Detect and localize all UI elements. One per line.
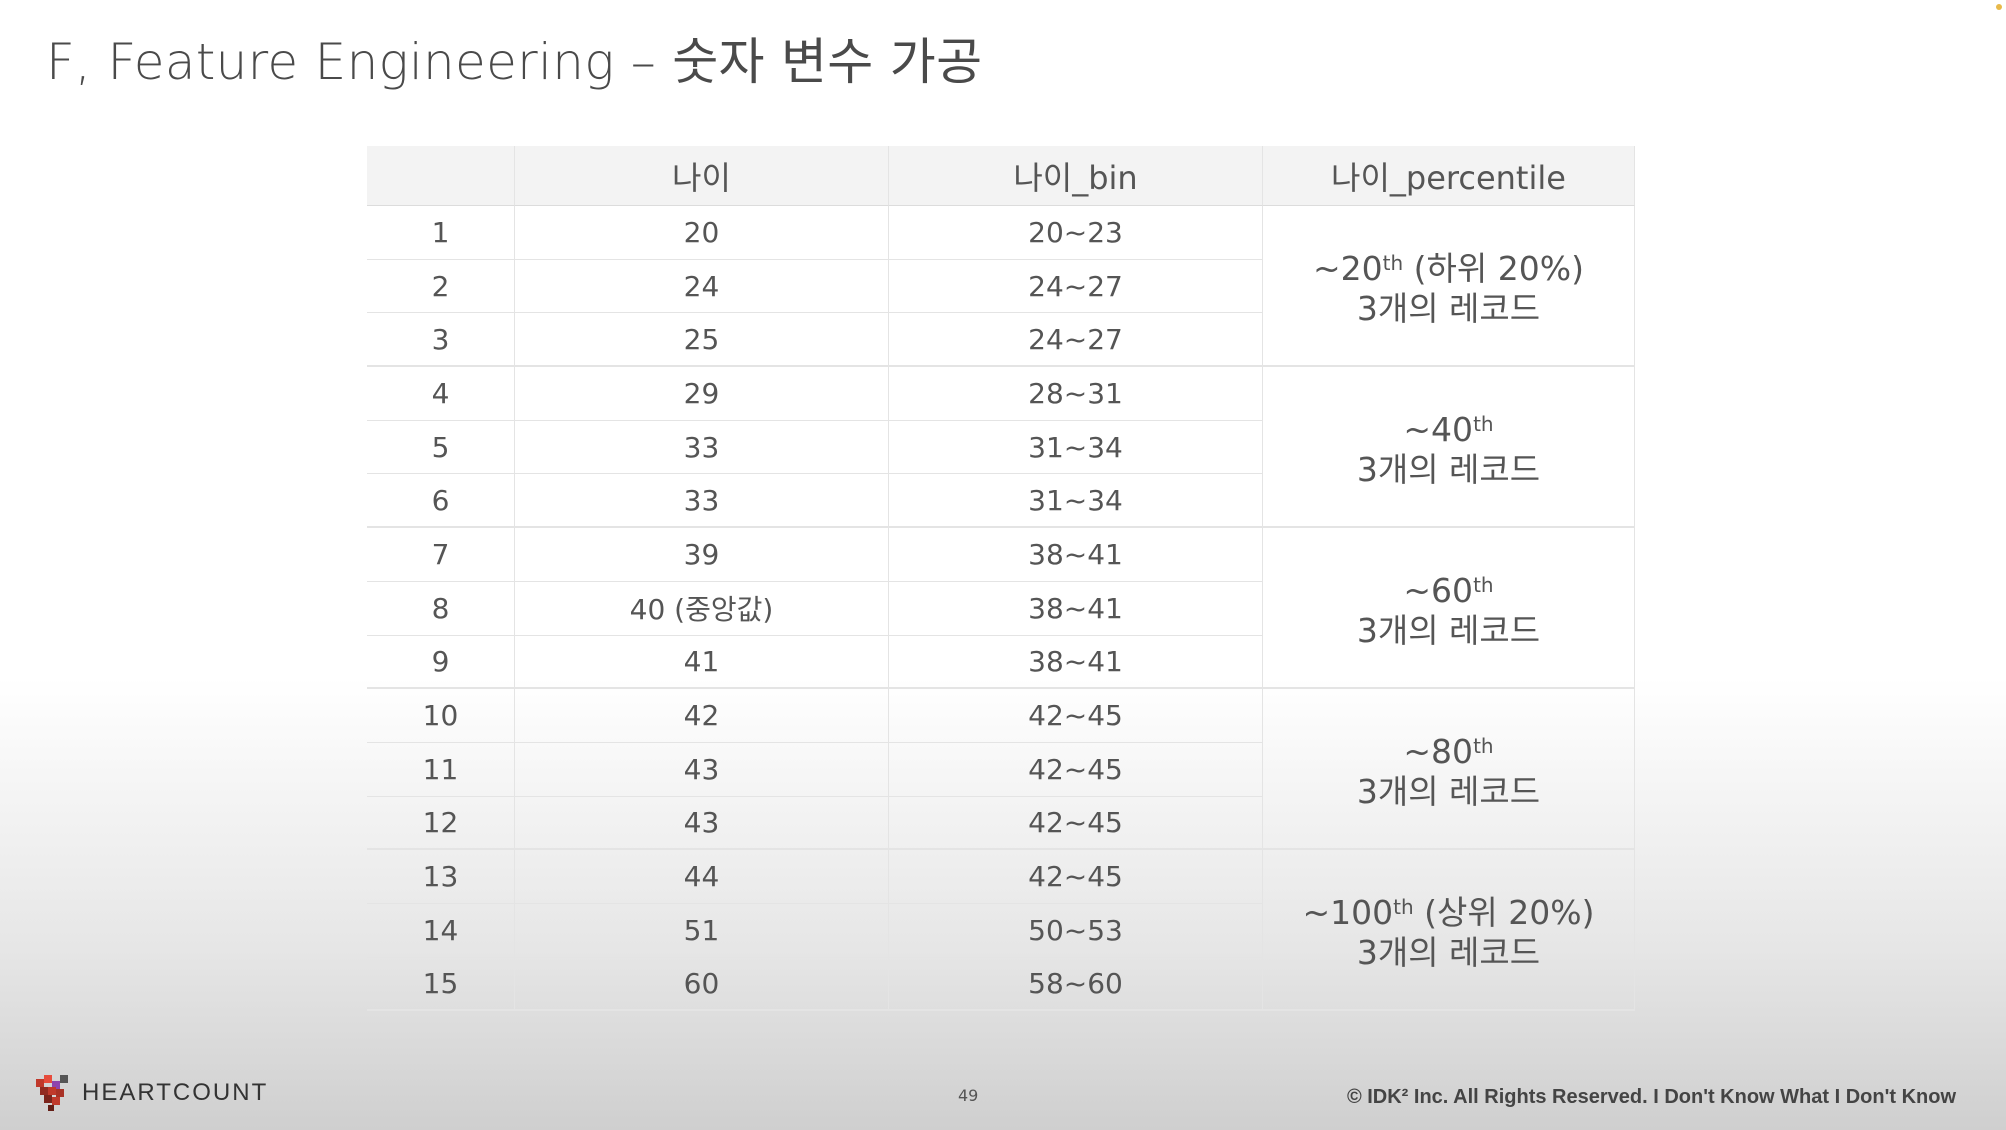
logo-text: HEARTCOUNT [82,1079,269,1106]
record-count: 3개의 레코드 [1356,771,1541,811]
percentile-group-cell: ~60th 3개의 레코드 [1263,528,1635,690]
table-cell-idx: 3 [367,313,515,368]
data-table: 나이 나이_bin 나이_percentile 1 20 20~23 2 24 24~27 3 25… [367,146,1635,1012]
table-cell-idx: 7 [367,528,515,582]
heartcount-logo-icon [36,1075,68,1111]
percentile-group-cell: ~40th 3개의 레코드 [1263,367,1635,529]
percentile-label: ~80th [1403,726,1493,772]
percentile-suffix: th [1473,572,1494,597]
table-cell-age: 33 [515,420,889,475]
record-count: 3개의 레코드 [1356,288,1541,328]
table-header-cell [367,146,515,206]
table-cell-bin: 58~60 [889,957,1263,1012]
table-cell-age: 60 [515,957,889,1012]
percentile-suffix: th [1382,250,1404,275]
percentile-note: (하위 20%) [1403,248,1584,288]
table-cell-age: 43 [515,742,889,797]
percentile-group-cell: ~20th (하위 20%) 3개의 레코드 [1263,206,1635,368]
percentile-value: ~60 [1403,570,1474,610]
table-header-cell: 나이 [515,146,889,206]
table-cell-bin: 42~45 [889,850,1263,904]
table-cell-age: 25 [515,313,889,368]
table-cell-idx: 15 [367,957,515,1012]
table-cell-age: 44 [515,850,889,904]
table-cell-bin: 42~45 [889,689,1263,743]
percentile-note: (상위 20%) [1413,892,1595,932]
table-cell-age: 33 [515,474,889,529]
table-cell-idx: 5 [367,420,515,475]
table-header-cell: 나이_percentile [1263,146,1635,206]
percentile-value: ~40 [1403,409,1474,449]
table-cell-idx: 4 [367,367,515,421]
table-cell-bin: 24~27 [889,313,1263,368]
table-cell-bin: 20~23 [889,206,1263,260]
table-cell-bin: 42~45 [889,796,1263,851]
table-cell-age: 43 [515,796,889,851]
percentile-group-cell: ~100th (상위 20%) 3개의 레코드 [1263,850,1635,1012]
table-cell-age: 20 [515,206,889,260]
table-cell-bin: 31~34 [889,420,1263,475]
table-cell-bin: 31~34 [889,474,1263,529]
record-count: 3개의 레코드 [1356,932,1541,972]
table-cell-idx: 11 [367,742,515,797]
table-cell-idx: 9 [367,635,515,690]
table-cell-age: 29 [515,367,889,421]
percentile-label: ~100th (상위 20%) [1303,887,1595,933]
corner-dot [1996,4,2002,10]
record-count: 3개의 레코드 [1356,449,1541,489]
table-cell-bin: 38~41 [889,528,1263,582]
page-number: 49 [958,1086,979,1105]
table-cell-age: 41 [515,635,889,690]
table-cell-bin: 38~41 [889,635,1263,690]
percentile-suffix: th [1473,411,1494,436]
table-cell-idx: 13 [367,850,515,904]
table-cell-bin: 38~41 [889,581,1263,636]
table-cell-idx: 2 [367,259,515,314]
table-cell-age: 51 [515,903,889,958]
table-cell-bin: 42~45 [889,742,1263,797]
table-cell-age: 24 [515,259,889,314]
table-cell-bin: 28~31 [889,367,1263,421]
percentile-label: ~20th (하위 20%) [1313,243,1584,289]
percentile-label: ~40th [1403,404,1493,450]
table-cell-idx: 1 [367,206,515,260]
table-cell-idx: 14 [367,903,515,958]
percentile-value: ~80 [1403,731,1474,771]
table-cell-idx: 6 [367,474,515,529]
table-cell-idx: 12 [367,796,515,851]
table-cell-bin: 50~53 [889,903,1263,958]
copyright-notice: © IDK² Inc. All Rights Reserved. I Don't… [1346,1086,1956,1108]
percentile-group-cell: ~80th 3개의 레코드 [1263,689,1635,851]
table-cell-age: 40 (중앙값) [515,581,889,636]
table-header-cell: 나이_bin [889,146,1263,206]
table-cell-age: 42 [515,689,889,743]
table-cell-age: 39 [515,528,889,582]
percentile-value: ~20 [1313,248,1383,288]
table-cell-idx: 8 [367,581,515,636]
record-count: 3개의 레코드 [1356,610,1541,650]
slide-title: F, Feature Engineering – 숫자 변수 가공 [46,33,983,91]
footer-logo: HEARTCOUNT [32,1070,268,1116]
percentile-label: ~60th [1403,565,1493,611]
table-cell-bin: 24~27 [889,259,1263,314]
table-cell-idx: 10 [367,689,515,743]
percentile-value: ~100 [1302,892,1394,932]
percentile-suffix: th [1393,894,1414,919]
percentile-suffix: th [1473,733,1494,758]
